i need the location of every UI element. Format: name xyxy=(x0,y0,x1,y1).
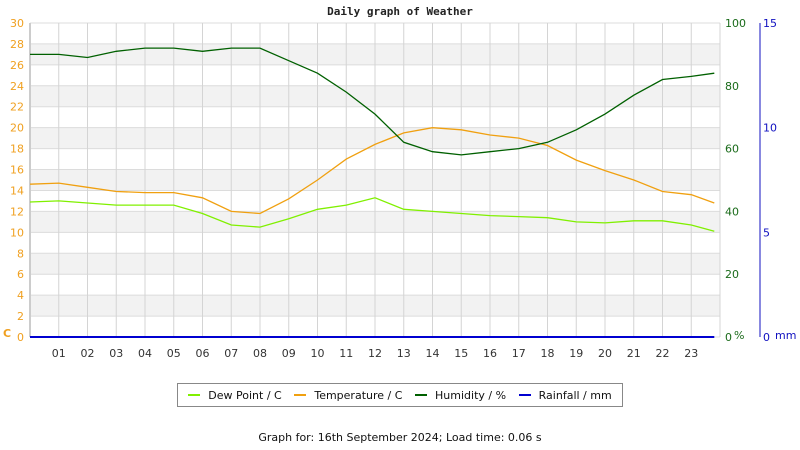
x-tick-label: 21 xyxy=(627,347,641,360)
left-tick-label: 16 xyxy=(10,164,24,177)
x-tick-label: 23 xyxy=(684,347,698,360)
rain-tick-label: 15 xyxy=(763,17,777,30)
right-axis-unit: % xyxy=(734,329,744,342)
legend-item: Humidity / % xyxy=(415,389,506,402)
legend-item: Temperature / C xyxy=(294,389,402,402)
series-temperature xyxy=(29,127,715,215)
series-dew xyxy=(29,197,715,232)
legend-swatch-icon xyxy=(518,394,531,396)
legend-swatch-icon xyxy=(294,394,307,396)
legend-label: Temperature / C xyxy=(314,388,403,402)
x-tick-label: 04 xyxy=(138,347,152,360)
x-tick-label: 01 xyxy=(52,347,66,360)
x-tick-label: 16 xyxy=(483,347,497,360)
left-axis-unit: C xyxy=(3,327,11,340)
x-tick-label: 09 xyxy=(282,347,296,360)
x-tick-label: 07 xyxy=(224,347,238,360)
x-axis-ticks: 01 02 03 04 05 06 07 08 09 10 11 12 13 14 15 16 17 18 19 20… xyxy=(52,347,699,360)
right-tick-label: 20 xyxy=(725,268,739,281)
right-tick-label: 60 xyxy=(725,143,739,156)
legend-item: Dew Point / C xyxy=(188,388,282,402)
right-tick-label: 0 xyxy=(725,331,732,344)
x-tick-label: 14 xyxy=(426,347,440,360)
rain-axis-ticks: 0 5 10 15 xyxy=(763,17,777,344)
x-tick-label: 19 xyxy=(569,347,583,360)
x-tick-label: 13 xyxy=(397,347,411,360)
right-tick-label: 40 xyxy=(725,205,739,218)
x-tick-label: 05 xyxy=(167,347,181,360)
left-tick-label: 4 xyxy=(17,289,24,302)
left-tick-label: 26 xyxy=(10,59,24,72)
x-tick-label: 03 xyxy=(109,347,123,360)
left-tick-label: 24 xyxy=(10,80,24,93)
rain-tick-label: 10 xyxy=(763,122,777,135)
x-tick-label: 08 xyxy=(253,347,267,360)
x-tick-label: 15 xyxy=(454,347,468,360)
series-humidity xyxy=(30,47,715,156)
x-tick-label: 10 xyxy=(311,347,325,360)
left-tick-label: 12 xyxy=(10,205,24,218)
legend-swatch-icon xyxy=(415,394,428,396)
left-tick-label: 20 xyxy=(10,122,24,135)
legend-item: Rainfall / mm xyxy=(518,388,612,402)
footer-status: Graph for: 16th September 2024; Load tim… xyxy=(258,431,542,444)
left-tick-label: 14 xyxy=(10,184,24,197)
legend-label: Humidity / % xyxy=(435,388,507,402)
x-tick-label: 22 xyxy=(656,347,670,360)
left-tick-label: 30 xyxy=(10,17,24,30)
x-tick-label: 06 xyxy=(196,347,210,360)
x-tick-label: 12 xyxy=(368,347,382,360)
left-tick-label: 6 xyxy=(17,268,24,281)
left-tick-label: 8 xyxy=(17,247,24,260)
rain-tick-label: 5 xyxy=(763,226,770,239)
x-tick-label: 18 xyxy=(541,347,555,360)
x-tick-label: 20 xyxy=(598,347,612,360)
left-tick-label: 10 xyxy=(10,226,24,239)
x-tick-label: 17 xyxy=(512,347,526,360)
left-tick-label: 0 xyxy=(17,331,24,344)
chart-title: Daily graph of Weather xyxy=(327,5,473,18)
left-tick-label: 22 xyxy=(10,101,24,114)
data-series xyxy=(29,47,715,338)
right-tick-label: 80 xyxy=(725,80,739,93)
x-tick-label: 02 xyxy=(81,347,95,360)
legend-swatch-icon xyxy=(188,394,201,396)
legend-label: Dew Point / C xyxy=(208,388,282,402)
left-tick-label: 18 xyxy=(10,143,24,156)
rain-tick-label: 0 xyxy=(763,331,770,344)
left-tick-label: 2 xyxy=(17,310,24,323)
legend: Dew Point / C Temperature / C Humidity / %… xyxy=(177,383,623,407)
legend-label: Rainfall / mm xyxy=(538,388,612,402)
right-axis-ticks: 0 20 40 60 80 100 xyxy=(725,17,746,344)
rain-axis-unit: mm xyxy=(775,329,796,342)
left-tick-label: 28 xyxy=(10,38,24,51)
right-tick-label: 100 xyxy=(725,17,746,30)
x-tick-label: 11 xyxy=(339,347,353,360)
